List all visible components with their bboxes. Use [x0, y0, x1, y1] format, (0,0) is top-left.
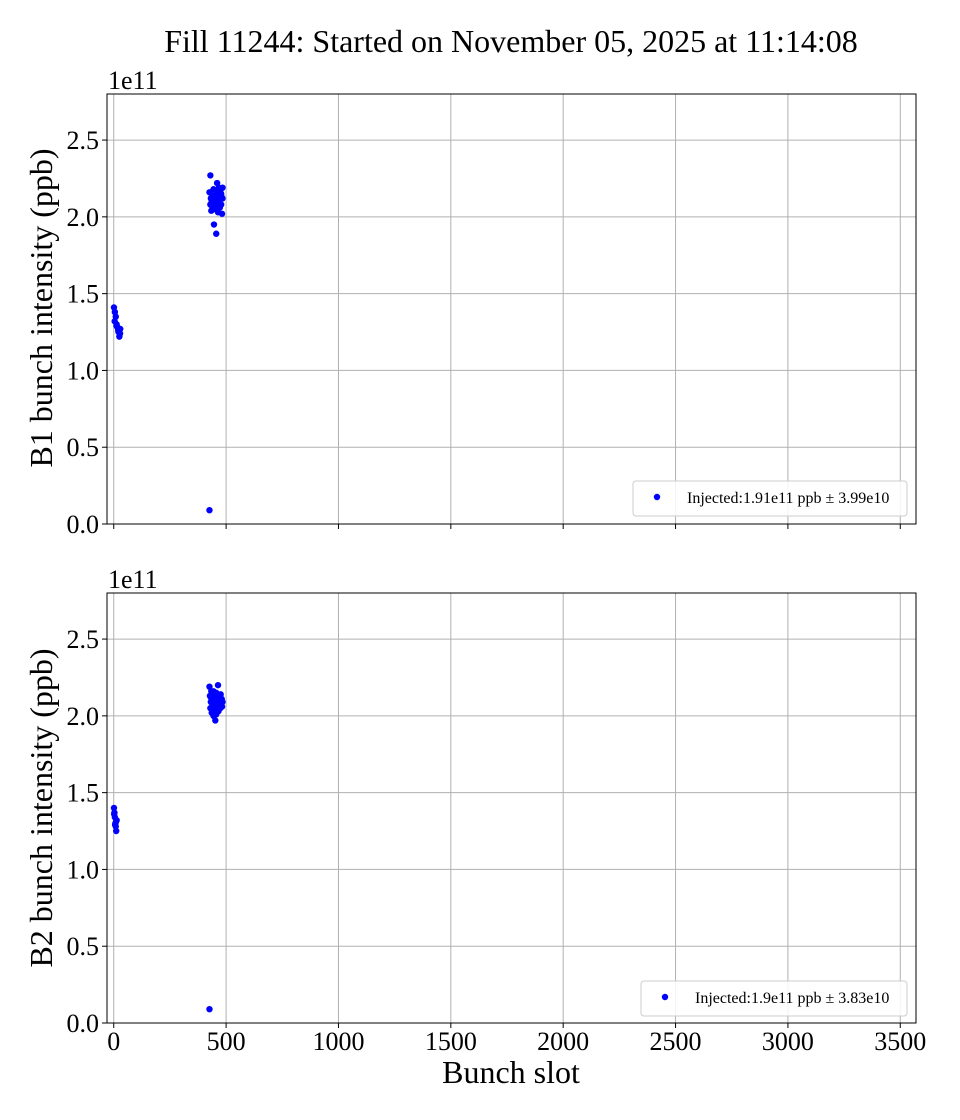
- b2-data-point: [113, 827, 120, 835]
- b1-data-point: [213, 230, 220, 237]
- x-axis-label: Bunch slot: [442, 1054, 580, 1090]
- b1-legend-marker: [653, 493, 661, 501]
- b1-plot-frame: [106, 93, 917, 525]
- b1-data-point: [210, 221, 218, 228]
- b2-intensity-plot: 0 500 1000 1500 2000 2500 3000 3500 0.0 0.5 1.0 1.5…: [23, 565, 926, 1090]
- b2-plot-frame: [106, 592, 917, 1024]
- b1-y-tick-label: 0.5: [67, 433, 100, 462]
- b2-legend-label: Injected:1.9e11 ppb ± 3.83e10: [695, 990, 889, 1007]
- b2-y-tick-label: 0.0: [67, 1009, 100, 1038]
- b2-offset-text: 1e11: [108, 565, 158, 594]
- b2-y-tick-label: 1.5: [67, 779, 100, 808]
- b1-legend: Injected:1.91e11 ppb ± 3.99e10: [632, 480, 908, 517]
- b1-intensity-plot: 0.0 0.5 1.0 1.5 2.0 2.5 1e11 B1 bunch intensi…: [23, 66, 917, 539]
- b2-markers: [110, 681, 226, 1013]
- b2-data-point: [218, 695, 225, 703]
- b1-offset-text: 1e11: [108, 66, 158, 95]
- b2-data-point: [207, 694, 215, 701]
- b2-data-point: [213, 711, 220, 718]
- b2-x-tick-label: 1000: [312, 1027, 364, 1056]
- b1-legend-box: [632, 480, 908, 517]
- b2-data-point: [206, 1005, 213, 1013]
- b1-data-point: [219, 184, 226, 191]
- b1-y-tick-label: 1.5: [67, 280, 100, 309]
- b2-ticks: 0 500 1000 1500 2000 2500 3000 3500 0.0 0.5 1.0 1.5…: [67, 625, 927, 1056]
- b2-x-tick-label: 500: [207, 1027, 246, 1056]
- b2-legend-marker: [661, 993, 669, 1001]
- b2-data-point: [112, 818, 120, 826]
- b2-data-point: [212, 717, 219, 724]
- b2-x-tick-label: 3500: [874, 1027, 926, 1056]
- b2-x-tick-label: 1500: [425, 1027, 477, 1056]
- b1-y-tick-label: 1.0: [67, 356, 100, 385]
- b1-data-point: [209, 205, 217, 213]
- b1-markers: [110, 172, 226, 514]
- b1-ticks: 0.0 0.5 1.0 1.5 2.0 2.5: [67, 126, 901, 539]
- b2-y-tick-label: 2.5: [67, 625, 100, 654]
- b2-y-tick-label: 2.0: [67, 702, 100, 731]
- b2-data-point: [110, 810, 118, 818]
- b1-data-point: [218, 210, 226, 217]
- b2-x-tick-label: 2000: [537, 1027, 589, 1056]
- b1-y-tick-label: 0.0: [67, 510, 100, 539]
- b2-y-tick-label: 0.5: [67, 932, 100, 961]
- b2-x-tick-label: 3000: [762, 1027, 814, 1056]
- b2-y-tick-label: 1.0: [67, 855, 100, 884]
- b1-data-point: [219, 195, 226, 202]
- b1-data-point: [216, 202, 224, 210]
- b2-data-point: [110, 804, 118, 812]
- b2-legend-box: [640, 980, 908, 1017]
- b2-data-point: [208, 706, 216, 713]
- b2-x-tick-label: 2500: [650, 1027, 702, 1056]
- b2-data-point: [214, 681, 222, 689]
- b2-x-tick-label: 0: [107, 1027, 120, 1056]
- b1-data-point: [206, 506, 213, 514]
- b2-data-point: [217, 703, 224, 710]
- b1-y-tick-label: 2.5: [67, 126, 100, 155]
- b1-y-axis-label: B1 bunch intensity (ppb): [23, 148, 59, 467]
- b1-data-point: [116, 330, 124, 337]
- b1-legend-label: Injected:1.91e11 ppb ± 3.99e10: [687, 490, 889, 507]
- b2-y-axis-label: B2 bunch intensity (ppb): [23, 648, 59, 967]
- b1-data-point: [207, 172, 214, 179]
- b2-data-point: [210, 688, 217, 695]
- b1-y-tick-label: 2.0: [67, 203, 100, 232]
- b1-grid: [107, 94, 916, 525]
- figure-title: Fill 11244: Started on November 05, 2025…: [164, 23, 858, 59]
- b2-legend: Injected:1.9e11 ppb ± 3.83e10: [640, 980, 908, 1017]
